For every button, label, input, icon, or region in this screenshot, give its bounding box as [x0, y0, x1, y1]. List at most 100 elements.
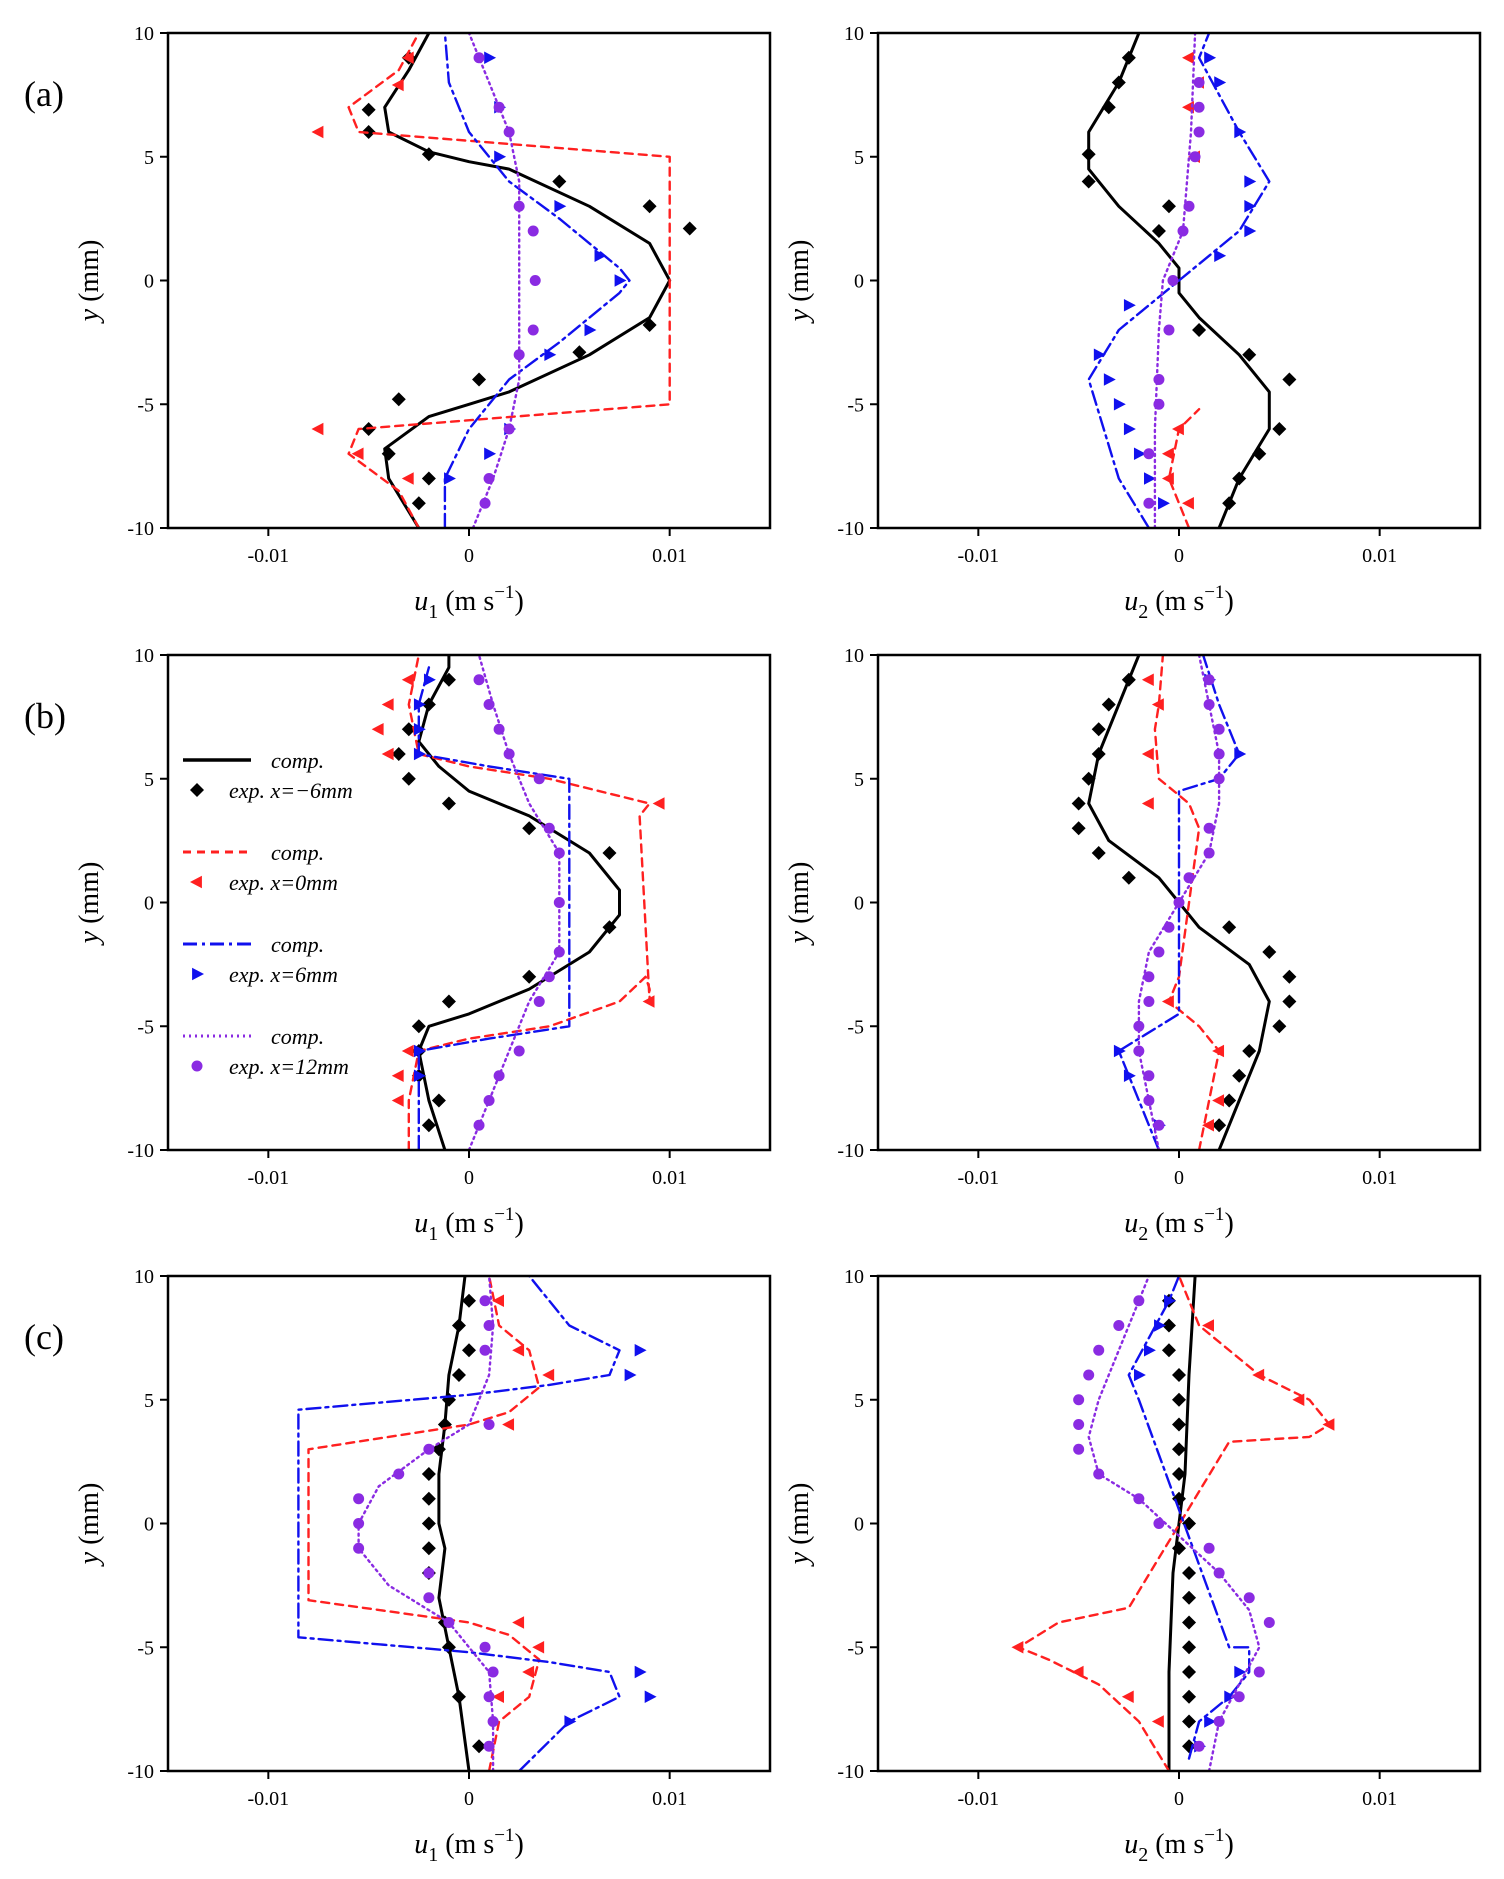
y-label-var: y — [74, 930, 105, 946]
exp-marker-x_12 — [533, 773, 545, 785]
x-tick-label: -0.01 — [957, 1788, 999, 1810]
exp-marker-x_0 — [642, 995, 655, 1008]
y-tick-label: 0 — [144, 893, 154, 915]
exp-marker-x_6 — [1234, 747, 1247, 761]
exp-marker-x_minus6 — [1081, 147, 1096, 162]
y-axis-label: y (mm) — [74, 240, 105, 325]
exp-marker-x_6 — [484, 447, 497, 461]
legend-marker-x_6 — [192, 967, 204, 981]
plot-area — [1081, 33, 1297, 528]
exp-marker-x_6 — [423, 673, 436, 687]
exp-marker-x_minus6 — [401, 722, 416, 737]
exp-marker-x_6 — [1113, 1044, 1126, 1058]
exp-marker-x_6 — [1244, 199, 1257, 213]
exp-marker-x_minus6 — [1232, 471, 1247, 486]
exp-marker-x_minus6 — [1242, 347, 1257, 362]
y-tick-label: -5 — [847, 1016, 864, 1038]
exp-marker-x_0 — [1071, 1665, 1084, 1679]
legend-marker-x_0 — [190, 875, 202, 889]
comp-line-x_0 — [407, 655, 651, 1150]
exp-marker-x_minus6 — [1091, 722, 1106, 737]
x-label-sub: 2 — [1138, 1844, 1148, 1866]
y-label-var: y — [784, 308, 815, 324]
legend-label-comp: comp. — [271, 1024, 324, 1049]
x-label-unit: (m s — [438, 1208, 494, 1239]
exp-marker-x_0 — [1161, 995, 1174, 1008]
exp-marker-x_minus6 — [462, 1293, 476, 1308]
exp-marker-x_minus6 — [411, 1019, 426, 1034]
x-tick-label: -0.01 — [957, 1167, 999, 1189]
exp-marker-x_minus6 — [552, 174, 567, 189]
exp-marker-x_minus6 — [1242, 1044, 1257, 1058]
y-tick-label: -10 — [837, 1761, 864, 1783]
exp-marker-x_12 — [553, 847, 565, 859]
exp-marker-x_12 — [1133, 1045, 1145, 1057]
x-label-close: ) — [1224, 586, 1233, 617]
exp-marker-x_12 — [543, 971, 555, 983]
exp-marker-x_6 — [444, 472, 456, 485]
comp-line-x_6 — [443, 33, 631, 528]
x-label-unit: (m s — [438, 1829, 494, 1860]
x-label-close: ) — [514, 1208, 523, 1239]
legend-label-comp: comp. — [271, 932, 324, 957]
exp-marker-x_6 — [1103, 373, 1116, 386]
x-axis-label: u1 (m s−1) — [414, 1825, 524, 1866]
exp-marker-x_minus6 — [391, 392, 406, 407]
x-tick-label: 0.01 — [652, 545, 687, 567]
comp-line-x_12 — [467, 655, 561, 1150]
panel-a1: -0.01 0 0.01 -10 -5 0 5 10 u1 (m s−1) y (mm) (a) — [24, 23, 772, 623]
exp-marker-x_12 — [1133, 1020, 1145, 1032]
x-label-unit: (m s — [1148, 586, 1204, 617]
exp-marker-x_12 — [513, 1045, 525, 1057]
y-tick-label: -10 — [837, 518, 864, 540]
exp-marker-x_minus6 — [1071, 796, 1086, 811]
exp-marker-x_minus6 — [1282, 994, 1297, 1009]
comp-line-x_12 — [1087, 1276, 1261, 1771]
exp-marker-x_12 — [483, 1419, 495, 1430]
exp-marker-x_6 — [1154, 1319, 1166, 1332]
exp-marker-x_12 — [1093, 1344, 1105, 1356]
exp-marker-x_12 — [423, 1567, 435, 1579]
exp-marker-x_12 — [1189, 151, 1201, 163]
exp-marker-x_minus6 — [1172, 1442, 1186, 1457]
comp-line-x_12 — [1153, 33, 1197, 528]
exp-marker-x_0 — [1292, 1393, 1305, 1407]
exp-marker-x_12 — [493, 723, 505, 735]
exp-marker-x_minus6 — [1161, 1343, 1176, 1358]
exp-marker-x_minus6 — [441, 796, 456, 811]
exp-marker-x_12 — [483, 473, 495, 484]
exp-marker-x_0 — [652, 797, 665, 810]
exp-marker-x_minus6 — [1182, 1689, 1197, 1704]
exp-marker-x_minus6 — [1151, 224, 1166, 238]
x-tick-label: 0 — [464, 545, 474, 567]
exp-marker-x_6 — [544, 348, 557, 362]
exp-marker-x_6 — [1123, 298, 1136, 312]
exp-marker-x_12 — [423, 1443, 435, 1455]
exp-marker-x_12 — [443, 1617, 455, 1628]
exp-marker-x_12 — [1083, 1369, 1095, 1381]
legend-label-exp: exp. x=12mm — [229, 1054, 349, 1079]
exp-marker-x_6 — [1123, 422, 1136, 436]
exp-marker-x_6 — [614, 274, 627, 287]
exp-marker-x_0 — [512, 1616, 525, 1629]
exp-marker-x_0 — [492, 1690, 504, 1704]
x-label-unit: (m s — [438, 586, 494, 617]
exp-marker-x_minus6 — [1212, 1118, 1227, 1133]
exp-marker-x_minus6 — [1272, 1019, 1287, 1034]
x-label-close: ) — [514, 1829, 523, 1860]
axes-frame — [166, 1274, 772, 1773]
exp-marker-x_6 — [413, 1069, 426, 1083]
exp-marker-x_6 — [1244, 224, 1257, 238]
exp-marker-x_minus6 — [1172, 1368, 1186, 1382]
exp-marker-x_12 — [1153, 1518, 1165, 1529]
exp-marker-x_minus6 — [1182, 1566, 1197, 1580]
exp-marker-x_12 — [1143, 1095, 1155, 1106]
x-tick-label: 0.01 — [1362, 1788, 1397, 1810]
exp-marker-x_12 — [1143, 497, 1155, 509]
exp-marker-x_minus6 — [421, 1467, 436, 1481]
exp-marker-x_12 — [1093, 1468, 1105, 1480]
exp-marker-x_12 — [513, 349, 525, 361]
exp-marker-x_12 — [1073, 1419, 1085, 1430]
exp-marker-x_12 — [1203, 1542, 1215, 1554]
x-label-sup: −1 — [494, 1204, 514, 1225]
